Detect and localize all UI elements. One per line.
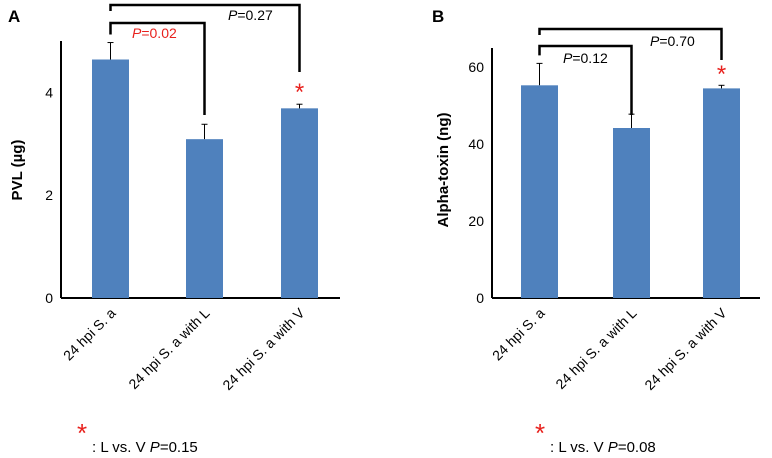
- footnote-comparison: : L vs. V: [550, 439, 608, 456]
- significance-bracket: [538, 27, 723, 60]
- footnote-text: : L vs. V P=0.08: [550, 439, 656, 456]
- y-tick-label: 2: [45, 187, 53, 203]
- p-value-label: P=0.02: [132, 25, 177, 41]
- x-tick-label: 24 hpi S. a with L: [552, 305, 639, 392]
- significance-star: *: [295, 79, 304, 106]
- p-value-label: P=0.27: [228, 7, 273, 23]
- p-value-prefix: P: [650, 33, 660, 49]
- bar: [92, 59, 129, 299]
- p-value-label: P=0.12: [563, 50, 608, 66]
- y-tick-label: 4: [45, 84, 53, 100]
- footnote-text: : L vs. V P=0.15: [92, 439, 198, 456]
- p-value-number: =0.12: [572, 50, 608, 66]
- significance-bracket: [109, 21, 206, 115]
- y-tick-label: 60: [468, 59, 484, 75]
- x-tick-label: 24 hpi S. a with L: [125, 305, 212, 392]
- footnote-p-prefix: P: [608, 439, 618, 456]
- p-value-number: =0.02: [141, 25, 177, 41]
- y-axis-label: Alpha-toxin (ng): [435, 113, 452, 228]
- p-value-prefix: P: [563, 50, 573, 66]
- y-tick-label: 20: [468, 213, 484, 229]
- footnote-star: *: [535, 418, 545, 448]
- p-value-prefix: P: [132, 25, 142, 41]
- y-tick-label: 0: [476, 290, 484, 306]
- significance-bracket: [109, 3, 301, 72]
- footnote-comparison: : L vs. V: [92, 439, 150, 456]
- x-tick-label: 24 hpi S. a with V: [641, 304, 730, 393]
- bar: [281, 108, 318, 298]
- bar: [613, 128, 650, 298]
- p-value-prefix: P: [228, 7, 238, 23]
- panel-label: B: [432, 7, 444, 26]
- bar: [186, 139, 223, 298]
- significance-bracket: [538, 44, 633, 115]
- footnote-star: *: [77, 418, 87, 448]
- footnote-p-prefix: P: [150, 439, 160, 456]
- x-tick-label: 24 hpi S. a: [489, 305, 548, 364]
- footnote-p-value: =0.15: [160, 439, 198, 456]
- p-value-label: P=0.70: [650, 33, 695, 49]
- p-value-number: =0.70: [659, 33, 695, 49]
- panel-label: A: [8, 7, 20, 26]
- y-tick-label: 0: [45, 290, 53, 306]
- significance-star: *: [717, 61, 726, 88]
- x-tick-label: 24 hpi S. a: [60, 305, 119, 364]
- bar: [521, 85, 558, 298]
- bar: [703, 88, 740, 298]
- footnote-p-value: =0.08: [618, 439, 656, 456]
- p-value-number: =0.27: [237, 7, 273, 23]
- x-tick-label: 24 hpi S. a with V: [219, 304, 308, 393]
- y-tick-label: 40: [468, 136, 484, 152]
- y-axis-label: PVL (µg): [9, 140, 26, 201]
